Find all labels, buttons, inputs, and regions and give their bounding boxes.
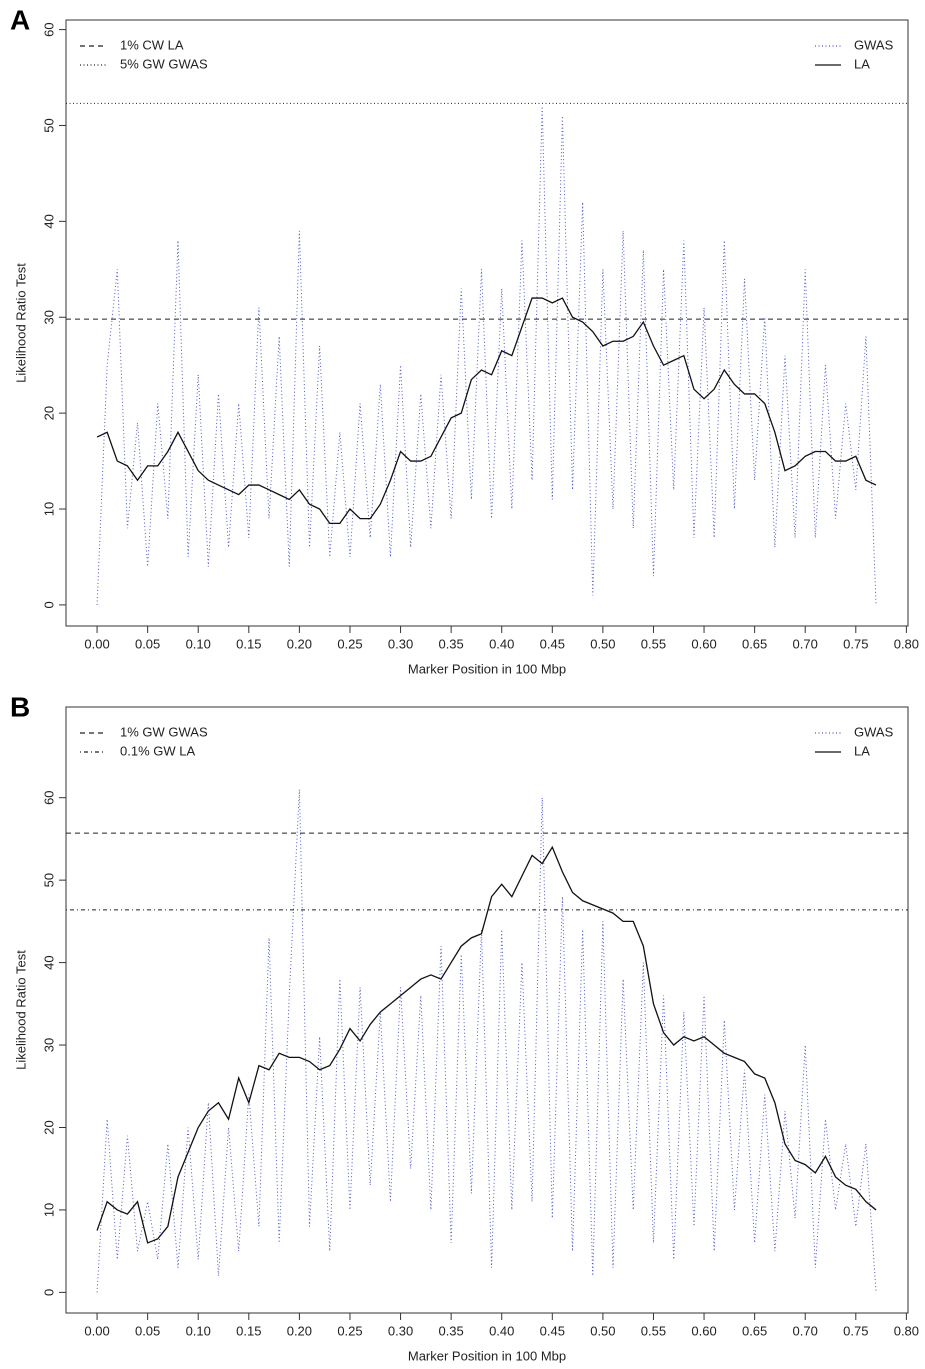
y-tick-label: 30	[41, 310, 56, 324]
y-tick-label: 40	[41, 214, 56, 228]
x-tick-label: 0.35	[438, 636, 463, 651]
x-tick-label: 0.00	[84, 636, 109, 651]
x-tick-label: 0.80	[894, 636, 919, 651]
x-tick-label: 0.10	[186, 636, 211, 651]
y-tick-label: 20	[41, 406, 56, 420]
x-tick-label: 0.25	[337, 1323, 362, 1338]
x-tick-label: 0.35	[438, 1323, 463, 1338]
plot-frame	[65, 19, 909, 627]
x-tick-label: 0.10	[186, 1323, 211, 1338]
x-tick-label: 0.70	[793, 1323, 818, 1338]
x-tick-label: 0.30	[388, 1323, 413, 1338]
legend-label: GWAS	[854, 37, 894, 52]
y-axis-label: Likelihood Ratio Test	[13, 263, 28, 383]
plot-frame	[65, 706, 909, 1314]
x-tick-label: 0.50	[590, 1323, 615, 1338]
y-tick-label: 60	[41, 22, 56, 36]
y-tick-label: 0	[41, 1289, 56, 1296]
x-tick-label: 0.20	[287, 1323, 312, 1338]
y-axis-label: Likelihood Ratio Test	[13, 950, 28, 1070]
x-axis-label: Marker Position in 100 Mbp	[408, 661, 566, 676]
x-tick-label: 0.20	[287, 636, 312, 651]
x-tick-label: 0.60	[691, 636, 716, 651]
y-tick-label: 0	[41, 601, 56, 608]
x-tick-label: 0.55	[641, 1323, 666, 1338]
panel-label: B	[10, 691, 30, 722]
x-tick-label: 0.50	[590, 636, 615, 651]
y-tick-label: 40	[41, 955, 56, 969]
y-tick-label: 50	[41, 118, 56, 132]
x-tick-label: 0.40	[489, 1323, 514, 1338]
y-tick-label: 10	[41, 1203, 56, 1217]
x-axis-label: Marker Position in 100 Mbp	[408, 1348, 566, 1363]
x-tick-label: 0.55	[641, 636, 666, 651]
legend-label: 1% CW LA	[120, 37, 184, 52]
x-tick-label: 0.45	[540, 636, 565, 651]
y-tick-label: 50	[41, 873, 56, 887]
x-tick-label: 0.75	[843, 636, 868, 651]
x-tick-label: 0.05	[135, 1323, 160, 1338]
y-tick-label: 60	[41, 790, 56, 804]
panel-label: A	[10, 4, 30, 35]
legend-label: GWAS	[854, 724, 894, 739]
x-tick-label: 0.80	[894, 1323, 919, 1338]
legend-label: LA	[854, 56, 870, 71]
legend-label: 5% GW GWAS	[120, 56, 208, 71]
x-tick-label: 0.65	[742, 1323, 767, 1338]
legend-label: LA	[854, 743, 870, 758]
y-tick-label: 10	[41, 502, 56, 516]
series-line	[96, 845, 877, 1244]
x-tick-label: 0.45	[540, 1323, 565, 1338]
legend-label: 0.1% GW LA	[120, 743, 195, 758]
x-tick-label: 0.40	[489, 636, 514, 651]
x-tick-label: 0.15	[236, 636, 261, 651]
series-line	[96, 297, 877, 525]
x-tick-label: 0.30	[388, 636, 413, 651]
x-tick-label: 0.65	[742, 636, 767, 651]
y-tick-label: 30	[41, 1038, 56, 1052]
series-line	[96, 106, 877, 605]
x-tick-label: 0.05	[135, 636, 160, 651]
x-tick-label: 0.25	[337, 636, 362, 651]
x-tick-label: 0.70	[793, 636, 818, 651]
series-line	[96, 789, 877, 1293]
x-tick-label: 0.00	[84, 1323, 109, 1338]
x-tick-label: 0.75	[843, 1323, 868, 1338]
y-tick-label: 20	[41, 1120, 56, 1134]
x-tick-label: 0.60	[691, 1323, 716, 1338]
x-tick-label: 0.15	[236, 1323, 261, 1338]
legend-label: 1% GW GWAS	[120, 724, 208, 739]
